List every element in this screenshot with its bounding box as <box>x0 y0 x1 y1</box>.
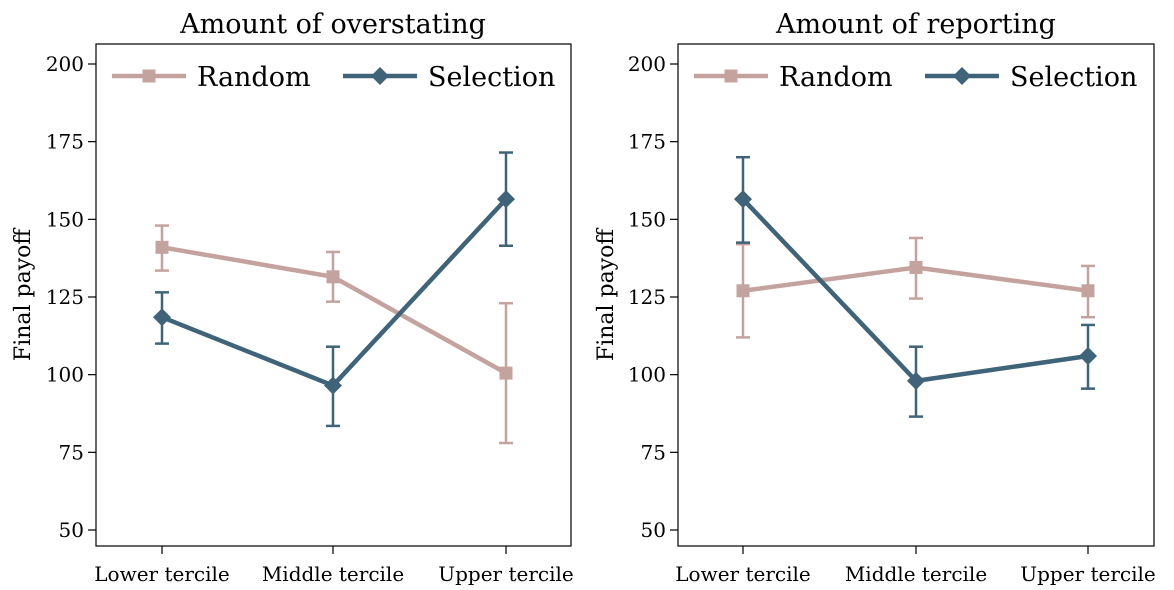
legend-swatch-marker <box>724 69 738 83</box>
series-selection <box>734 155 1097 418</box>
y-tick-label: 50 <box>59 518 84 542</box>
data-point-diamond <box>497 190 515 209</box>
data-point-square <box>736 284 750 298</box>
y-tick-label: 150 <box>46 207 84 231</box>
panel-overstating: Amount of overstating Final payoff 50 75 100… <box>11 9 574 586</box>
x-tick-label: Middle tercile <box>845 562 987 586</box>
y-axis-label: Final payoff <box>11 228 36 361</box>
y-tick-label: 175 <box>628 130 666 154</box>
panel-reporting: Amount of reporting Final payoff 50 75 100 12… <box>594 9 1156 586</box>
y-tick-label: 200 <box>628 52 666 76</box>
x-tick-label: Lower tercile <box>675 562 810 586</box>
legend-label: Random <box>197 62 311 93</box>
data-point-diamond <box>907 371 925 390</box>
legend-label: Random <box>779 62 893 93</box>
data-point-square <box>155 240 169 254</box>
data-point-diamond <box>324 376 342 395</box>
series-random <box>736 236 1095 339</box>
y-tick-label: 175 <box>46 130 84 154</box>
legend-label: Selection <box>428 62 555 93</box>
data-point-square <box>1081 284 1095 298</box>
legend-item-selection: Selection <box>925 62 1137 93</box>
y-tick-label: 75 <box>59 440 84 464</box>
data-point-square <box>499 366 513 380</box>
legend-label: Selection <box>1010 62 1137 93</box>
data-point-diamond <box>153 308 171 327</box>
y-tick-label: 200 <box>46 52 84 76</box>
legend-item-selection: Selection <box>343 62 555 93</box>
y-axis-label: Final payoff <box>594 228 619 361</box>
legend-swatch-marker <box>371 67 389 85</box>
data-point-square <box>909 260 923 274</box>
x-tick-label: Lower tercile <box>94 562 229 586</box>
panel-title: Amount of reporting <box>775 9 1056 40</box>
data-point-square <box>326 270 340 284</box>
series-random <box>155 224 513 445</box>
legend-item-random: Random <box>112 62 311 93</box>
x-tick-label: Upper tercile <box>1020 562 1155 586</box>
panel-title: Amount of overstating <box>179 9 486 40</box>
data-point-diamond <box>1079 347 1097 366</box>
legend-item-random: Random <box>694 62 893 93</box>
legend-swatch-marker <box>142 69 156 83</box>
x-tick-label: Upper tercile <box>438 562 573 586</box>
series-selection <box>153 151 515 428</box>
y-tick-label: 150 <box>628 207 666 231</box>
x-tick-label: Middle tercile <box>262 562 404 586</box>
y-tick-label: 50 <box>641 518 666 542</box>
legend-swatch-marker <box>953 67 971 85</box>
data-point-diamond <box>734 190 752 209</box>
y-tick-label: 75 <box>641 440 666 464</box>
y-tick-label: 125 <box>628 285 666 309</box>
y-tick-label: 100 <box>628 363 666 387</box>
y-tick-label: 125 <box>46 285 84 309</box>
y-tick-label: 100 <box>46 363 84 387</box>
